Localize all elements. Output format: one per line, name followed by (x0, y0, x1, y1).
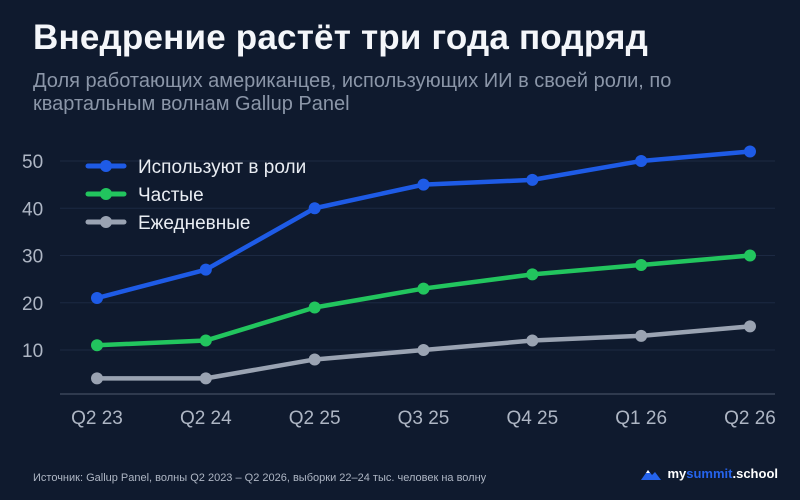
data-point (308, 202, 321, 215)
legend-swatch-marker (100, 216, 112, 228)
data-point (526, 173, 539, 186)
chart-title: Внедрение растёт три года подряд (33, 18, 649, 57)
legend-label: Используют в роли (138, 157, 306, 178)
series-line (94, 253, 753, 348)
legend-swatch-marker (100, 188, 112, 200)
data-point (635, 258, 648, 271)
data-point (417, 282, 430, 295)
y-tick-label: 10 (22, 341, 43, 362)
x-tick-label: Q2 24 (180, 408, 232, 429)
x-tick-label: Q4 25 (506, 408, 558, 429)
data-point (91, 339, 103, 352)
y-tick-label: 50 (22, 152, 43, 173)
data-point (417, 344, 430, 356)
x-tick-label: Q1 26 (615, 408, 667, 429)
x-tick-label: Q2 23 (71, 408, 123, 429)
data-point (199, 334, 212, 347)
data-point (744, 249, 756, 262)
data-point (526, 268, 539, 281)
legend-swatch-marker (100, 160, 112, 172)
data-point (308, 301, 321, 314)
y-tick-label: 30 (22, 247, 43, 268)
legend-label: Ежедневные (138, 213, 251, 234)
brand-text-school: .school (732, 466, 778, 481)
chart-subtitle: Доля работающих американцев, использующи… (33, 70, 672, 115)
legend-label: Частые (138, 185, 204, 206)
y-tick-label: 20 (22, 294, 43, 315)
brand-mountain-icon (641, 469, 662, 480)
data-point (308, 353, 321, 366)
x-tick-label: Q3 25 (398, 408, 450, 429)
brand-text-summit: summit (686, 466, 733, 481)
source-note: Источник: Gallup Panel, волны Q2 2023 – … (33, 472, 487, 484)
y-tick-label: 40 (22, 199, 43, 220)
data-point (744, 320, 756, 333)
data-point (635, 329, 648, 342)
data-point (526, 334, 539, 347)
data-point (91, 292, 103, 305)
data-point (635, 155, 648, 167)
data-point (744, 145, 756, 158)
data-point (199, 372, 212, 385)
data-point (91, 372, 103, 385)
x-tick-label: Q2 26 (724, 408, 776, 429)
x-tick-label: Q2 25 (289, 408, 341, 429)
brand-text-my: my (667, 466, 687, 481)
data-point (199, 263, 212, 276)
brand-logo: mysummit.school (640, 466, 778, 481)
data-point (417, 178, 430, 191)
